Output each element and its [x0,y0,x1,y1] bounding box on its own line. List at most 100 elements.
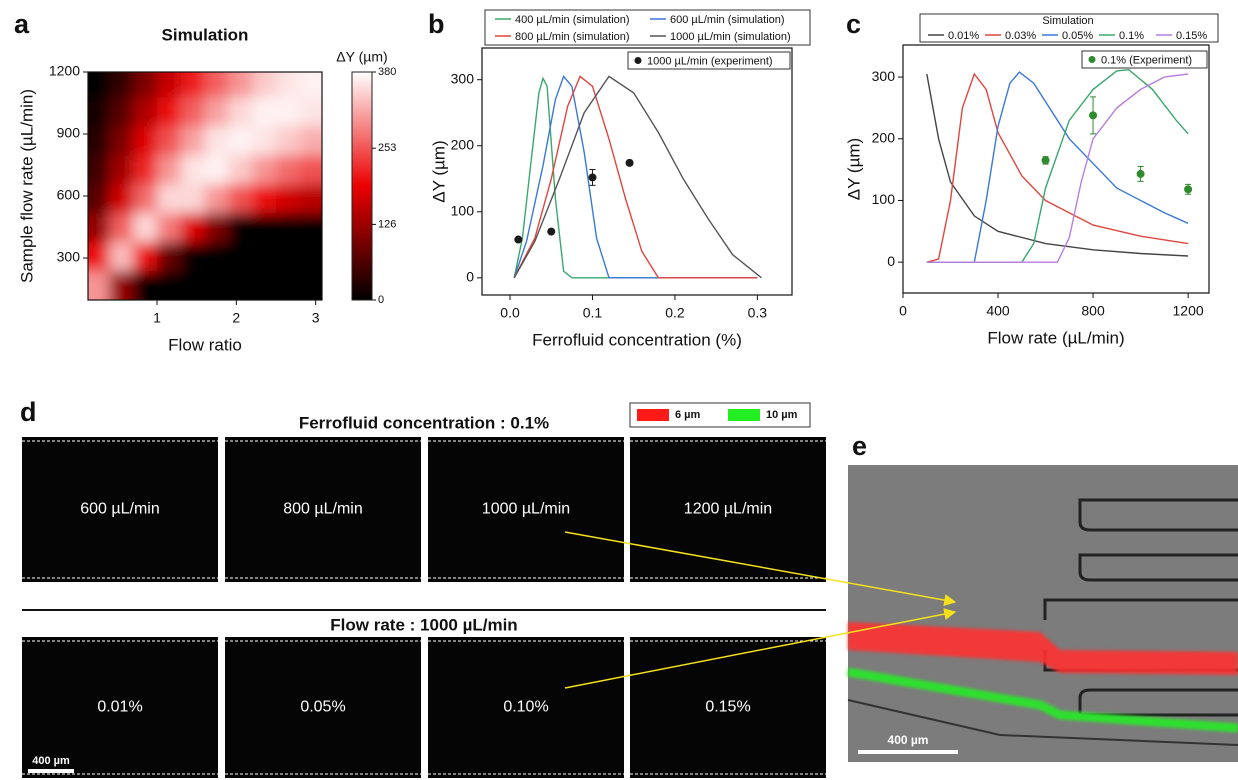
image-label: 1200 µL/min [684,501,772,518]
heatmap [88,72,322,300]
y-tick-label: 300 [872,68,896,84]
series-line [513,75,762,279]
y-tick-label: 600 [57,187,81,203]
colorbar-tick-label: 0 [378,294,384,306]
micrographs: 600 µL/min 800 µL/min 1000 µL/min 1200 µL/m… [22,437,826,778]
legend-label: 1000 µL/min (simulation) [670,31,791,43]
y-tick-label: 0 [466,269,474,285]
x-axis-label: Flow rate (µL/min) [987,328,1124,347]
heatmap-cell [204,270,229,300]
heatmap-cell [88,183,110,214]
heatmap-cell [109,72,134,98]
legend-label: 800 µL/min (simulation) [515,31,630,43]
legend-label: 0.05% [1062,30,1093,42]
heatmap-cell [228,72,253,98]
image-label: 0.10% [503,699,548,716]
heatmap-cell [157,270,182,300]
arrow [564,608,957,689]
series-line [513,75,758,279]
heatmap-cell [299,183,322,214]
series-line [926,68,1189,263]
heatmap-cell [228,96,253,127]
heatmap-cell [180,96,206,127]
heatmap-cell [252,154,277,185]
micrograph [630,437,826,582]
heatmap-cell [299,154,322,185]
x-tick-label: 800 [1081,303,1105,319]
image-label: 0.05% [300,699,345,716]
data-point [625,158,634,167]
heatmap-cell [88,212,110,243]
heatmap-cell [228,241,253,271]
heatmap-clip [88,72,322,300]
heatmap-cell [252,72,277,98]
legend-label: 0.03% [1005,30,1036,42]
heatmap-cell [204,212,229,243]
data-point [547,227,556,236]
chart-title: Simulation [162,25,249,44]
colorbar-tick-label: 126 [378,218,396,230]
heatmap-cell [180,125,206,156]
heatmap-cell [133,154,158,185]
heatmap-cell [252,270,277,300]
heatmap-cell [275,241,301,271]
micrograph [225,437,421,582]
heatmap-cell [133,270,158,300]
x-tick-label: 1 [153,310,161,326]
green-stream [847,667,1238,733]
panel-title: Flow rate : 1000 µL/min [330,615,517,634]
legend-label: 0.15% [1176,30,1207,42]
heatmap-cell [252,241,277,271]
colorbar-label: ΔY (µm) [336,49,387,65]
image-label: 0.15% [705,699,750,716]
x-tick-label: 0.2 [665,305,685,321]
micrograph-e: 400 µm [847,465,1238,762]
data-point [588,173,597,182]
x-tick-label: 1200 [1173,303,1204,319]
red-stream [848,622,1238,675]
heatmap-cell [275,72,301,98]
colorbar [351,71,373,301]
data-point [1184,185,1193,194]
legend-swatch [637,409,669,421]
heatmap-cell [109,270,134,300]
heatmap-cell [204,72,229,98]
heatmap-cell [275,212,301,243]
legend-label: 1000 µL/min (experiment) [647,55,773,67]
micrograph [22,637,218,778]
heatmap-cell [109,212,134,243]
heatmap-cell [204,125,229,156]
heatmap-cell [180,72,206,98]
image-label: 600 µL/min [80,501,159,518]
heatmap-cell [275,125,301,156]
data-point [1136,169,1145,178]
heatmap-cell [299,270,322,300]
y-tick-label: 100 [451,202,475,218]
heatmap-cell [275,154,301,185]
heatmap-cell [228,154,253,185]
heatmap-cell [157,154,182,185]
scale-label: 400 µm [888,733,929,747]
heatmap-cell [109,125,134,156]
heatmap-cell [157,125,182,156]
heatmap-cell [109,183,134,214]
heatmap-cell [88,241,110,271]
heatmap-cell [133,241,158,271]
y-tick-label: 100 [872,191,896,207]
legend-label: 0.1% (Experiment) [1101,54,1192,66]
heatmap-cell [228,183,253,214]
x-tick-label: 0 [899,303,907,319]
heatmap-cell [180,183,206,214]
heatmap-cell [252,125,277,156]
legend-marker [1088,56,1096,63]
heatmap-cell [228,270,253,300]
heatmap-cell [252,212,277,243]
y-axis-label: Sample flow rate (µL/min) [17,89,36,283]
legend-swatch [728,409,760,421]
heatmap-cell [157,96,182,127]
heatmap-cell [109,154,134,185]
heatmap-cell [204,154,229,185]
series-line [926,73,1189,257]
legend-label: 0.1% [1119,30,1144,42]
